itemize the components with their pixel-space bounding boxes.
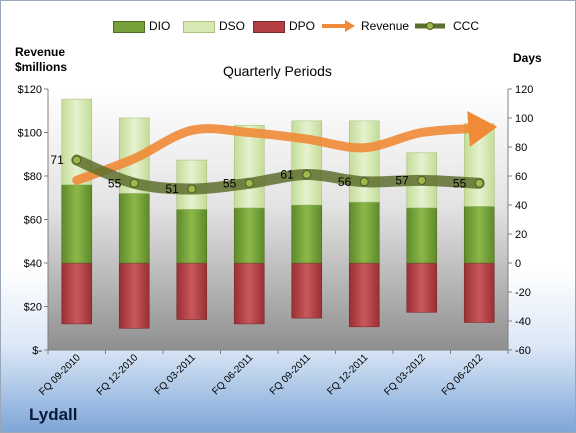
legend-label-revenue: Revenue [361, 19, 410, 33]
ccc-point [244, 178, 254, 188]
ccc-point [359, 177, 369, 187]
x-tick-label: FQ 03-2011 [153, 352, 198, 397]
dso-bar [348, 120, 380, 203]
legend-label-dpo: DPO [289, 19, 316, 33]
dio-bar [176, 209, 208, 264]
left-tick-label: $120 [18, 84, 42, 96]
dio-bar [406, 207, 438, 264]
left-tick-label: $- [32, 345, 42, 357]
left-tick-label: $80 [24, 171, 42, 183]
ccc-data-label: 51 [165, 182, 179, 196]
dpo-bar [291, 262, 323, 319]
right-tick-label: 20 [515, 229, 527, 241]
left-axis-label-line2: $millions [15, 60, 68, 74]
right-tick-label: -20 [515, 287, 531, 299]
right-tick-label: 80 [515, 142, 527, 154]
dio-bar [61, 184, 93, 264]
legend-swatch-dio [113, 21, 145, 33]
left-tick-label: $100 [18, 128, 42, 140]
ccc-data-label: 56 [338, 175, 352, 189]
legend-swatch-dso [183, 21, 215, 33]
dpo-bar [406, 262, 438, 313]
dio-bar [463, 206, 495, 264]
revenue-line [72, 111, 498, 185]
x-tick-label: FQ 06-2011 [210, 352, 255, 397]
company-name: Lydall [29, 405, 78, 424]
left-tick-label: $20 [24, 302, 42, 314]
ccc-line [71, 154, 485, 195]
legend-label-ccc: CCC [453, 19, 479, 33]
dso-bar [233, 124, 265, 209]
right-tick-label: -40 [515, 316, 531, 328]
ccc-data-label: 55 [453, 176, 467, 190]
legend-swatch-dpo [253, 21, 285, 33]
dso-bar [463, 123, 495, 207]
ccc-point [417, 175, 427, 185]
x-tick-label: FQ 03-2012 [382, 352, 428, 398]
ccc-point [474, 178, 484, 188]
dpo-bar [61, 262, 93, 325]
dpo-bar [233, 262, 265, 325]
right-axis-label: Days [513, 51, 542, 65]
x-tick-label: FQ 06-2012 [440, 352, 486, 398]
legend-swatch-revenue [322, 20, 355, 32]
dio-bar [291, 204, 323, 264]
ccc-data-label: 61 [280, 168, 294, 182]
ccc-data-label: 57 [395, 173, 409, 187]
ccc-data-label: 55 [223, 176, 237, 190]
right-tick-label: 60 [515, 171, 527, 183]
right-tick-label: 40 [515, 200, 527, 212]
x-tick-label: FQ 09-2010 [37, 352, 83, 398]
dio-bar [348, 201, 380, 264]
ccc-point [302, 170, 312, 180]
dpo-bar [118, 262, 150, 329]
right-tick-label: 100 [515, 113, 533, 125]
right-tick-label: -60 [515, 345, 531, 357]
left-tick-label: $60 [24, 215, 42, 227]
ccc-data-label: 55 [108, 176, 122, 190]
left-tick-label: $40 [24, 258, 42, 270]
dpo-bar [176, 262, 208, 320]
ccc-point [187, 184, 197, 194]
x-tick-label: FQ 12-2010 [95, 352, 141, 398]
ccc-data-label: 71 [50, 153, 64, 167]
dpo-bar [348, 262, 380, 328]
legend-label-dio: DIO [149, 19, 171, 33]
x-tick-label: FQ 09-2011 [268, 352, 313, 397]
right-tick-label: 120 [515, 84, 533, 96]
dio-bar [233, 207, 265, 264]
left-axis-label-line1: Revenue [15, 45, 66, 59]
chart-title: Quarterly Periods [223, 63, 332, 79]
ccc-point [129, 178, 139, 188]
ccc-point [72, 155, 82, 165]
dpo-bar [463, 262, 495, 323]
right-tick-label: 0 [515, 258, 521, 270]
legend-label-dso: DSO [219, 19, 246, 33]
dio-bar [118, 193, 150, 264]
legend-swatch-ccc [415, 22, 445, 30]
x-tick-label: FQ 12-2011 [325, 352, 370, 397]
